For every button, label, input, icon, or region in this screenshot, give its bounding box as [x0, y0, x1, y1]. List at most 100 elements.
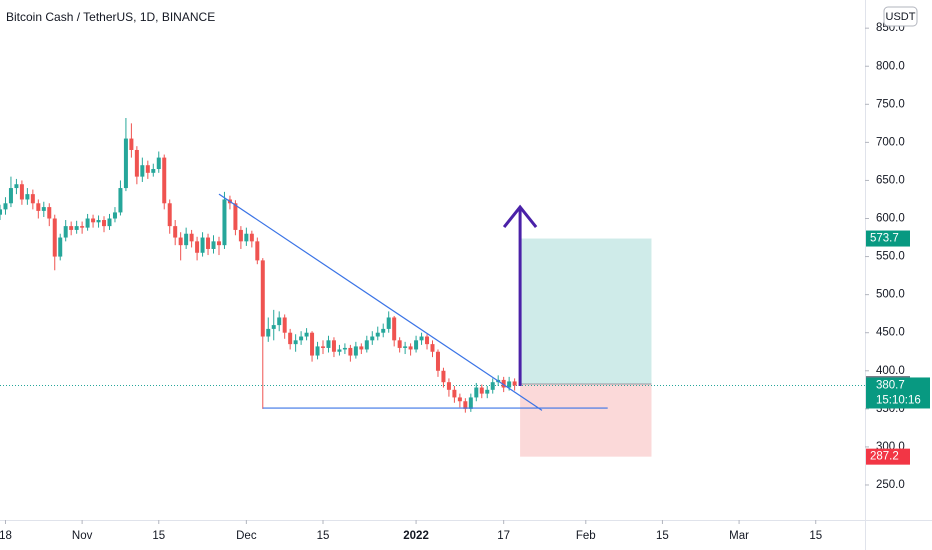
candle-body [41, 207, 46, 211]
x-tick-label: 15 [317, 530, 330, 542]
stop-label: 287.2 [870, 451, 899, 463]
candle-body [118, 188, 123, 213]
candle-body [14, 184, 19, 189]
y-tick-label: 450.0 [876, 327, 905, 339]
y-tick-label: 750.0 [876, 98, 905, 110]
last-price-label: 380.7 [876, 380, 905, 392]
candle-body [485, 389, 490, 394]
candle-body [91, 218, 96, 223]
candle-body [222, 199, 227, 246]
x-tick-label: Dec [236, 530, 257, 542]
candle-body [364, 340, 369, 350]
candle-body [463, 401, 468, 409]
currency-label[interactable]: USDT [886, 11, 916, 23]
candle-body [178, 237, 183, 246]
candle-body [96, 220, 101, 223]
candle-body [140, 165, 145, 177]
y-tick-label: 650.0 [876, 174, 905, 186]
candle-body [452, 389, 457, 398]
candle-body [277, 317, 282, 326]
candle-body [381, 328, 386, 333]
candle-body [425, 336, 430, 345]
candle-body [58, 237, 63, 257]
candle-body [74, 226, 79, 230]
candle-body [85, 218, 90, 228]
x-tick-label: 15 [656, 530, 669, 542]
candle-body [216, 241, 221, 246]
candle-body [260, 260, 265, 337]
candle-body [249, 233, 254, 242]
candle-body [36, 203, 41, 211]
candle-body [145, 165, 150, 173]
currency-button[interactable] [883, 6, 918, 27]
candle-body [47, 207, 52, 219]
candle-body [293, 340, 298, 345]
candle-body [151, 169, 156, 173]
candle-body [397, 340, 402, 348]
x-tick-label: Feb [576, 530, 596, 542]
x-tick-label: Nov [72, 530, 93, 542]
candle-body [408, 346, 413, 350]
candle-body [52, 218, 57, 257]
x-tick-label: 18 [0, 530, 12, 542]
candle-body [370, 336, 375, 341]
candle-body [30, 194, 35, 204]
y-tick-label: 250.0 [876, 479, 905, 491]
candle-body [321, 346, 326, 348]
candle-body [326, 340, 331, 348]
x-tick-label: 17 [497, 530, 510, 542]
candle-body [112, 212, 117, 219]
target-label: 573.7 [870, 233, 899, 245]
plot-area [0, 118, 865, 457]
candle-body [8, 188, 13, 204]
candle-body [244, 233, 249, 242]
candle-body [468, 397, 473, 409]
candle-body [195, 241, 200, 253]
candle-body [348, 347, 353, 356]
arrow-head [502, 204, 538, 229]
candle-body [441, 370, 446, 383]
candle-body [282, 317, 287, 333]
candle-body [134, 149, 139, 177]
candle-body [102, 220, 107, 227]
candle-body [206, 237, 211, 249]
candle-body [266, 328, 271, 337]
candle-body [156, 157, 161, 170]
candle-body [419, 336, 424, 341]
candle-body [3, 203, 8, 210]
candle-body [107, 218, 112, 227]
y-tick-label: 400.0 [876, 365, 905, 377]
candle-body [299, 336, 304, 341]
candle-body [255, 241, 260, 261]
candle-body [69, 226, 74, 230]
candle-body [173, 226, 178, 238]
candle-body [359, 346, 364, 350]
candle-body [0, 209, 2, 215]
axes: 250.0300.0350.0400.0450.0500.0550.0600.0… [0, 22, 930, 542]
stop-zone [520, 384, 652, 457]
candle-body [123, 138, 128, 189]
candle-body [342, 347, 347, 350]
target-zone [520, 238, 652, 385]
countdown-label: 15:10:16 [876, 395, 921, 407]
x-tick-label: Mar [729, 530, 749, 542]
stop-label-box [866, 448, 910, 465]
candle-body [446, 382, 451, 390]
candle-body [238, 229, 243, 242]
trend-line [218, 193, 543, 411]
candle-body [310, 332, 315, 356]
candle-body [63, 226, 68, 238]
candle-body [331, 340, 336, 352]
candle-body [315, 346, 320, 356]
candle-body [80, 226, 85, 228]
candle-body [403, 346, 408, 348]
candle-body [386, 317, 391, 329]
candle-body [129, 138, 134, 150]
x-tick-label: 15 [809, 530, 822, 542]
candle-body [457, 397, 462, 402]
candle-body [507, 381, 512, 388]
y-tick-label: 800.0 [876, 60, 905, 72]
candle-body [474, 387, 479, 398]
